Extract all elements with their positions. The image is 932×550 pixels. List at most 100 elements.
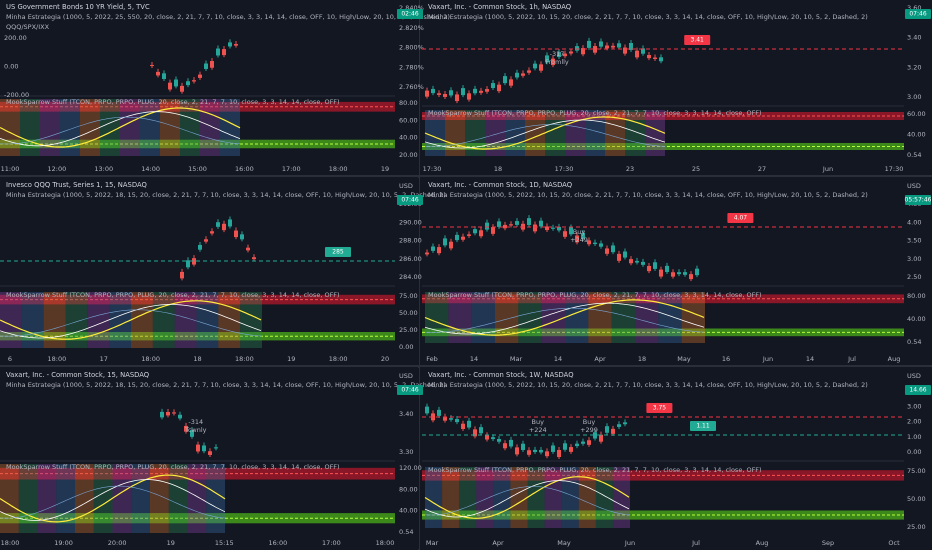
trend-strip: [168, 464, 188, 533]
oscillator-label: MookSparrow Stuff (TCON, PRPO, PRPO, PLU…: [6, 463, 340, 471]
signal-note: Tcwnly: [184, 426, 207, 434]
time-label: 11:00: [1, 165, 20, 173]
chart-title: Vaxart, Inc. - Common Stock, 1D, NASDAQ: [428, 181, 572, 189]
price-axis: [396, 0, 419, 175]
trend-strip: [100, 99, 120, 156]
oscillator-line: [0, 116, 241, 145]
candle-body: [581, 48, 585, 55]
time-label: Jun: [624, 539, 635, 547]
trend-strip: [565, 292, 589, 343]
candle-body: [178, 414, 182, 419]
candle-body: [581, 441, 585, 444]
candle-body: [449, 90, 453, 96]
candle-body: [503, 76, 507, 84]
trend-strip: [0, 464, 19, 533]
chart-title: Vaxart, Inc. - Common Stock, 15, NASDAQ: [6, 371, 149, 379]
axis-label: 2.780%: [399, 63, 424, 71]
candle-body: [563, 231, 567, 237]
trend-strip: [87, 292, 110, 348]
candle-body: [695, 268, 699, 276]
candle-body: [204, 63, 208, 69]
trend-strip: [187, 464, 207, 533]
trend-strip: [140, 99, 160, 156]
candle-body: [186, 81, 190, 86]
candle-body: [503, 443, 507, 449]
candle-body: [545, 451, 549, 457]
candle-body: [533, 63, 537, 69]
trend-strip: [527, 467, 545, 528]
candle-body: [617, 424, 621, 427]
trend-strip: [561, 467, 579, 528]
candle-body: [569, 227, 573, 235]
trend-strip: [681, 292, 705, 343]
badge-text: 14.66: [909, 387, 926, 394]
candle-body: [593, 242, 597, 245]
candle-body: [491, 437, 495, 440]
trend-strip: [93, 464, 113, 533]
axis-label: 2.800%: [399, 44, 424, 52]
time-label: 16:00: [268, 539, 287, 547]
time-label: 18: [638, 355, 646, 363]
candle-body: [437, 409, 441, 416]
trend-strip: [150, 464, 169, 533]
candle-body: [479, 427, 483, 434]
candle-body: [551, 445, 555, 452]
candle-body: [449, 241, 453, 249]
candle-body: [557, 450, 561, 458]
time-label: Mar: [510, 355, 523, 363]
candle-body: [599, 41, 603, 47]
axis-label: 0.00: [399, 343, 413, 351]
signal-note: Buy: [532, 418, 545, 426]
axis-label: 40.00: [907, 315, 926, 323]
time-label: 17:30: [885, 165, 904, 173]
time-label: 6: [8, 355, 12, 363]
trend-strip: [445, 110, 465, 156]
candle-body: [521, 73, 525, 76]
axis-label: 25.00: [907, 523, 926, 531]
time-label: Apr: [492, 539, 504, 547]
time-label: 18:00: [1, 539, 20, 547]
badge-text: 02:46: [401, 11, 418, 18]
oscillator-line: [424, 124, 666, 147]
trend-strip: [465, 110, 485, 156]
time-label: 12:00: [48, 165, 67, 173]
trend-strip: [425, 110, 445, 156]
oscillator-line: [0, 300, 262, 340]
badge-text: 07:46: [401, 387, 418, 394]
candle-body: [629, 259, 633, 264]
indicator-label: Minha Estrategia (1000, 5, 2022, 10, 15,…: [428, 191, 868, 199]
oscillator-label: MookSparrow Stuff (TCON, PRPO, PRPO, PLU…: [428, 291, 762, 299]
candle-body: [623, 47, 627, 54]
candle-body: [252, 257, 256, 260]
time-label: 17:00: [282, 165, 301, 173]
time-label: Jul: [691, 539, 700, 547]
axis-label: 3.00: [907, 93, 921, 101]
candle-body: [160, 411, 164, 418]
candle-body: [635, 50, 639, 58]
trend-strip: [43, 292, 66, 348]
candle-body: [605, 45, 609, 49]
signal-note: Buy: [573, 228, 586, 236]
candle-body: [671, 272, 675, 277]
trend-strip: [510, 467, 528, 528]
candle-body: [575, 443, 579, 447]
axis-label: 50.00: [907, 495, 926, 503]
candle-body: [228, 42, 232, 47]
trend-strip: [612, 467, 630, 528]
candle-body: [443, 94, 447, 97]
trend-strip: [578, 467, 596, 528]
trend-strip: [40, 99, 60, 156]
time-label: Aug: [888, 355, 901, 363]
price-axis: [904, 368, 932, 549]
candle-body: [172, 412, 176, 414]
axis-label: 40.00: [399, 507, 418, 515]
axis-label: -200.00: [4, 91, 29, 99]
candle-body: [431, 88, 435, 94]
oscillator-line: [424, 476, 630, 519]
candle-body: [629, 43, 633, 50]
price-badge: [397, 385, 423, 395]
candle-body: [677, 272, 681, 275]
axis-label: 2.840%: [399, 4, 424, 12]
trend-strip: [459, 467, 477, 528]
trend-strip: [645, 110, 665, 156]
